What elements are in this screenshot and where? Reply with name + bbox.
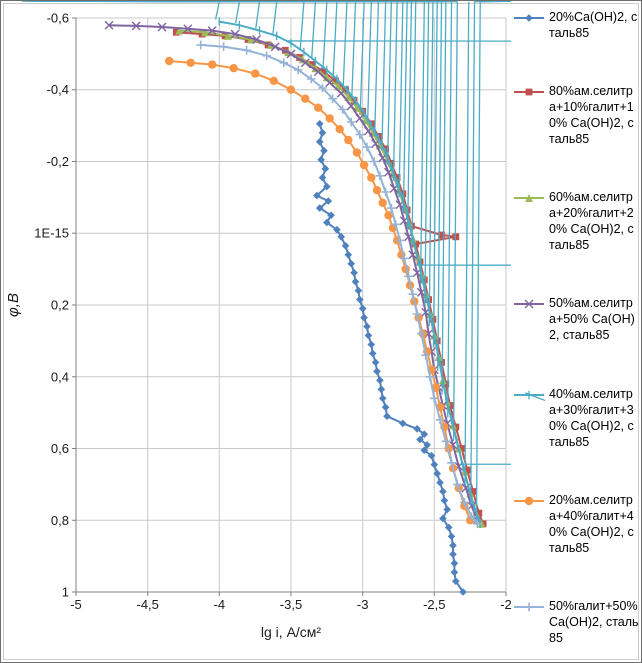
circle-marker-icon bbox=[514, 496, 544, 505]
x-tick-label: -2,5 bbox=[423, 597, 445, 612]
series-0[interactable] bbox=[313, 120, 467, 596]
diamond-marker-icon bbox=[514, 14, 544, 22]
y-tick-label: 0,2 bbox=[51, 298, 69, 313]
series-line bbox=[175, 31, 485, 525]
square-marker-icon bbox=[514, 88, 544, 96]
y-axis-title: φ,В bbox=[5, 293, 22, 317]
legend-label: 60%ам.селитра+20%галит+20% Ca(OH)2, стал… bbox=[549, 190, 634, 253]
triangle-marker-icon bbox=[514, 194, 544, 203]
asterisk-marker-icon bbox=[514, 390, 545, 401]
legend-label: 80%ам.селитра+10%галит+10% Ca(OH)2, стал… bbox=[549, 84, 634, 147]
legend-label: 20%ам.селитра+40%галит+40% Ca(OH)2, стал… bbox=[549, 492, 634, 555]
legend-label: 40%ам.селитра+30%галит+30% Ca(OH)2, стал… bbox=[549, 386, 634, 449]
legend-item-6[interactable]: 50%галит+50% Ca(OH)2, сталь85 bbox=[513, 598, 639, 646]
series-4[interactable] bbox=[21, 1, 511, 529]
series-3[interactable] bbox=[104, 20, 482, 525]
legend-item-5[interactable]: 20%ам.селитра+40%галит+40% Ca(OH)2, стал… bbox=[513, 492, 639, 556]
y-tick-label: -0,2 bbox=[47, 154, 69, 169]
legend-item-2[interactable]: 60%ам.селитра+20%галит+20% Ca(OH)2, стал… bbox=[513, 189, 639, 253]
x-tick-label: -2 bbox=[500, 597, 511, 612]
series-line bbox=[108, 24, 479, 522]
legend-item-1[interactable]: 80%ам.селитра+10%галит+10% Ca(OH)2, стал… bbox=[513, 83, 639, 147]
series-line bbox=[199, 43, 479, 525]
y-tick-label: -0,6 bbox=[47, 11, 69, 26]
series-6[interactable] bbox=[196, 40, 482, 529]
legend-item-3[interactable]: 50%ам.селитра+50% Ca(OH)2, сталь85 bbox=[513, 295, 639, 343]
x-tick-label: -4,5 bbox=[136, 597, 158, 612]
plot-generated: -5 -4,5 -4 -3,5 -3 -2,5 -2 -0,6 -0,4 -0,2 1Е-15 0,2… bbox=[21, 1, 511, 612]
x-marker-icon bbox=[514, 299, 544, 309]
legend-label: 50%галит+50% Ca(OH)2, сталь85 bbox=[549, 598, 639, 645]
y-tick-label: -0,4 bbox=[47, 82, 69, 97]
y-tick-label: 0,4 bbox=[51, 369, 69, 384]
x-axis-title: lg i, А/см² bbox=[261, 624, 322, 640]
legend-label: 20%Ca(OH)2, сталь85 bbox=[549, 10, 638, 40]
y-tick-label: 1 bbox=[62, 585, 69, 600]
y-tick-label: 1Е-15 bbox=[34, 226, 69, 241]
plot-area[interactable]: -5 -4,5 -4 -3,5 -3 -2,5 -2 -0,6 -0,4 -0,2 1Е-15 0,2… bbox=[1, 1, 511, 656]
plus-marker-icon bbox=[514, 602, 544, 612]
y-tick-label: 0,6 bbox=[51, 441, 69, 456]
x-tick-label: -3,5 bbox=[280, 597, 302, 612]
x-tick-label: -3 bbox=[357, 597, 369, 612]
chart-legend: 20%Ca(OH)2, сталь85 80%ам.селитра+10%гали… bbox=[513, 9, 639, 646]
legend-item-4[interactable]: 40%ам.селитра+30%галит+30% Ca(OH)2, стал… bbox=[513, 386, 639, 450]
legend-label: 50%ам.селитра+50% Ca(OH)2, сталь85 bbox=[549, 296, 635, 343]
x-tick-label: -5 bbox=[70, 597, 82, 612]
y-tick-label: 0,8 bbox=[51, 513, 69, 528]
series-line bbox=[218, 20, 482, 525]
series-1[interactable] bbox=[172, 28, 487, 528]
x-tick-label: -4 bbox=[214, 597, 226, 612]
legend-item-0[interactable]: 20%Ca(OH)2, сталь85 bbox=[513, 9, 639, 41]
